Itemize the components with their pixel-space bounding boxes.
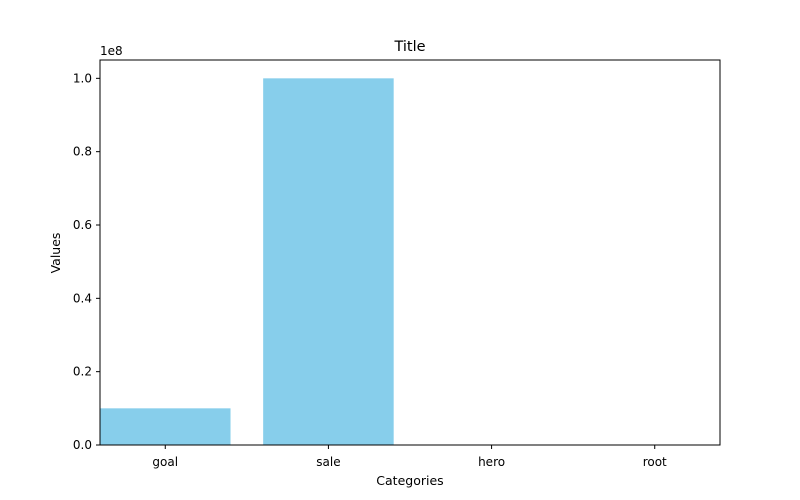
plot-frame <box>99 59 721 446</box>
bars-layer <box>100 78 720 445</box>
y-tick-label: 0.8 <box>73 145 92 159</box>
x-tick-label-root: root <box>643 455 667 469</box>
x-tick-label-hero: hero <box>478 455 505 469</box>
bar-goal <box>100 408 231 445</box>
axes-layer: goal sale hero root 0.0 0.2 0.4 0.6 0.8 1.0 <box>73 59 721 469</box>
x-tick-label-goal: goal <box>152 455 178 469</box>
x-axis-label: Categories <box>376 473 443 488</box>
y-tick-label: 0.2 <box>73 365 92 379</box>
chart-title: Title <box>393 39 425 55</box>
y-tick-label: 0.6 <box>73 218 92 232</box>
y-axis-offset-label: 1e8 <box>100 44 123 58</box>
y-tick-label: 0.4 <box>73 291 92 305</box>
y-axis-label: Values <box>48 233 63 274</box>
y-tick-label: 1.0 <box>73 71 92 85</box>
x-tick-label-sale: sale <box>316 455 340 469</box>
y-tick-label: 0.0 <box>73 438 92 452</box>
bar-sale <box>263 78 394 445</box>
